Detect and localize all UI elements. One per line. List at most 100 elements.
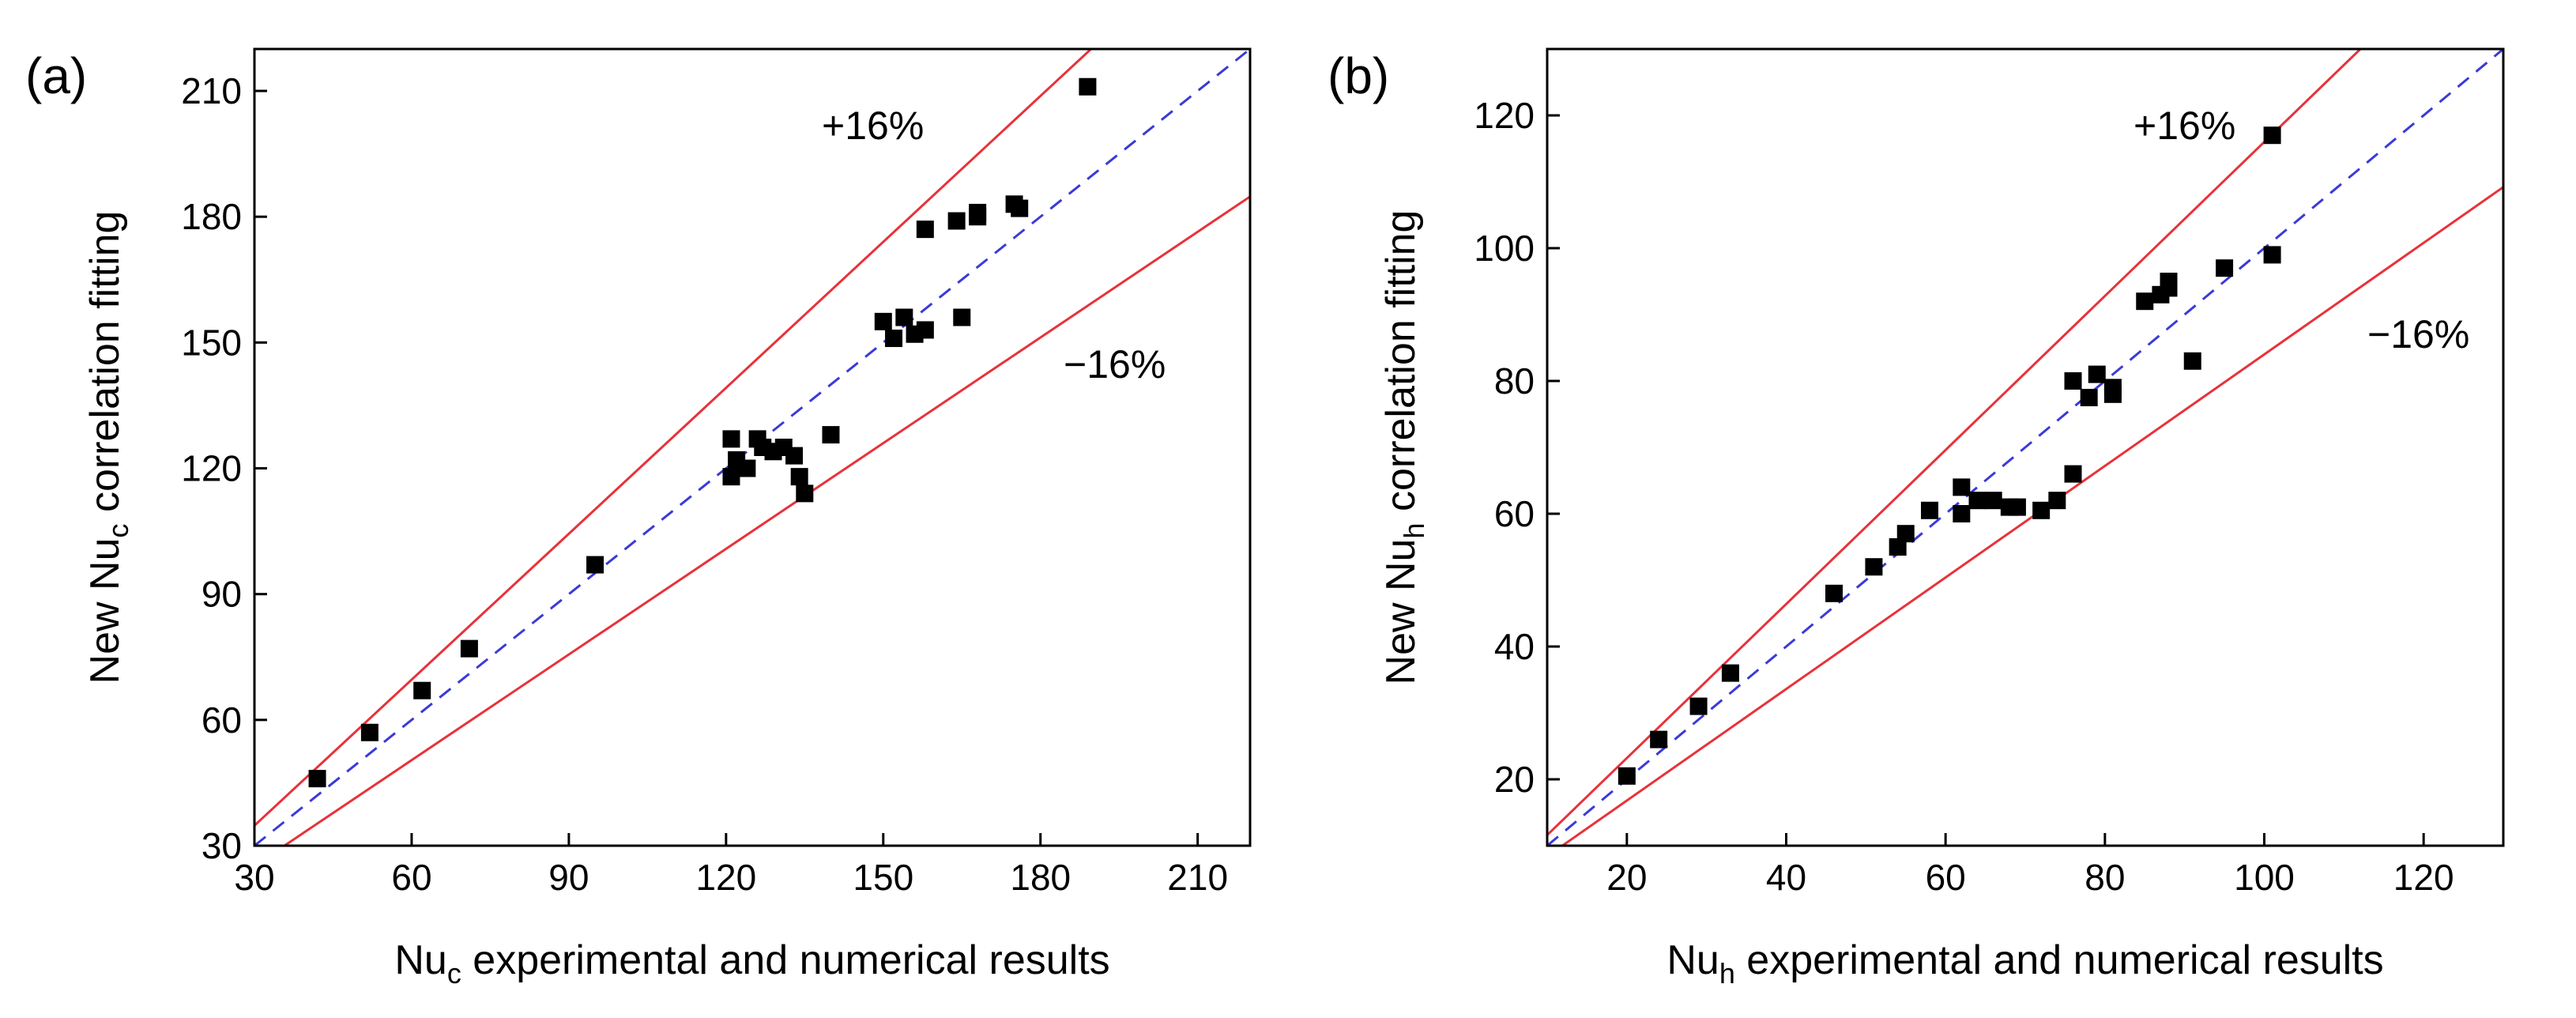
panel-a-y-axis: 30 60 90 120 150 180 210	[181, 70, 267, 866]
panel-b-data-point-17	[2064, 465, 2082, 483]
panel-b-y-axis: 20 40 60 80 100 120	[1474, 95, 1560, 800]
panel-a-data-point-17	[874, 312, 892, 330]
panel-b-x-tick-label-2: 60	[1926, 857, 1966, 898]
panel-b-y-tick-label-1: 40	[1494, 626, 1535, 667]
panel-b-plot-frame	[1546, 47, 2505, 847]
panel-a-data-point-22	[916, 221, 934, 239]
panel-b-data-points	[1618, 126, 2281, 785]
panel-a-x-tick-label-0: 30	[234, 857, 274, 898]
panel-b-x-axis-title: Nuh experimental and numerical results	[1666, 937, 2383, 990]
panel-b-data-point-1	[1650, 730, 1668, 748]
panel-b-x-tick-label-4: 100	[2234, 857, 2295, 898]
panel-b-data-point-3	[1721, 664, 1739, 682]
panel-b-data-point-18	[2064, 372, 2082, 390]
panel-b-data-point-7	[1896, 525, 1915, 543]
panel-b-data-point-15	[2032, 501, 2051, 519]
panel-b-label: (b)	[1328, 47, 1389, 104]
panel-a-lower-bound-label: −16%	[1064, 342, 1166, 386]
panel-b-x-tick-label-3: 80	[2085, 857, 2125, 898]
panel-b-data-point-11	[1968, 492, 1987, 510]
panel-b-x-tick-label-0: 20	[1606, 857, 1647, 898]
panel-a-data-point-6	[722, 430, 740, 448]
panel-b-x-tick-label-5: 120	[2393, 857, 2454, 898]
panel-a-data-point-4	[586, 556, 604, 574]
panel-a-data-points	[308, 77, 1097, 788]
panel-a-y-tick-label-6: 210	[181, 70, 242, 111]
panel-b-data-point-0	[1618, 767, 1636, 785]
panel-a-data-point-5	[722, 468, 740, 486]
panel-a-data-point-19	[895, 308, 913, 326]
panel-b-y-tick-label-0: 20	[1494, 759, 1535, 800]
panel-a-data-point-2	[413, 681, 431, 699]
panel-a-label: (a)	[25, 47, 87, 104]
panel-b-y-tick-label-5: 120	[1474, 95, 1535, 136]
panel-a-data-point-1	[360, 723, 378, 741]
panel-a-data-point-14	[790, 468, 808, 486]
panel-b-data-point-5	[1865, 558, 1883, 576]
panel-a-y-tick-label-5: 180	[181, 196, 242, 237]
panel-a-data-point-18	[885, 330, 903, 348]
panel-b-x-axis: 20 40 60 80 100 120	[1606, 833, 2454, 898]
panel-b-lower-bound-line	[1560, 186, 2503, 846]
panel-b-chart: (b) 20 40 60 80 100 120 20 40 60 80 100 120 +16% −…	[1328, 47, 2505, 990]
panel-b-y-tick-label-4: 100	[1474, 228, 1535, 269]
panel-b-data-point-29	[2263, 126, 2281, 145]
panel-a-upper-bound-label: +16%	[822, 104, 924, 148]
panel-a-data-point-8	[738, 459, 756, 477]
panel-a-y-tick-label-0: 30	[201, 825, 242, 866]
panel-b-x-tick-label-1: 40	[1766, 857, 1806, 898]
panel-a-x-axis: 30 60 90 120 150 180 210	[234, 833, 1228, 898]
panel-a-x-tick-label-1: 60	[391, 857, 431, 898]
panel-b-data-point-8	[1921, 501, 1938, 519]
panel-b-data-point-22	[2103, 385, 2122, 403]
panel-a-x-axis-title: Nuc experimental and numerical results	[394, 937, 1109, 990]
panel-a-data-point-26	[969, 208, 987, 226]
panel-b-data-point-4	[1825, 584, 1843, 602]
panel-b-data-point-16	[2048, 492, 2066, 510]
panel-a-data-point-0	[308, 770, 326, 788]
panel-b-data-point-9	[1953, 478, 1971, 496]
panel-b-data-point-30	[2263, 246, 2281, 264]
panel-a-data-point-21	[916, 321, 934, 339]
panel-b-parity-line	[1547, 49, 2503, 846]
panel-a-plot-frame	[253, 47, 1252, 847]
panel-b-data-point-23	[2136, 292, 2154, 311]
panel-b-data-point-12	[1984, 492, 2002, 510]
panel-b-upper-bound-label: +16%	[2133, 104, 2235, 148]
panel-a-data-point-13	[785, 447, 804, 465]
panel-a-y-tick-label-4: 150	[181, 322, 242, 363]
panel-a-data-point-23	[947, 212, 966, 230]
panel-a-data-point-24	[953, 308, 971, 326]
panel-b-data-point-14	[2008, 498, 2026, 516]
panel-a-x-tick-label-3: 120	[695, 857, 756, 898]
panel-a-data-point-28	[1011, 199, 1029, 217]
panel-b-data-point-26	[2160, 273, 2178, 290]
panel-b-data-point-19	[2080, 389, 2098, 406]
panel-b-data-point-20	[2088, 365, 2106, 383]
panel-a-data-point-29	[1079, 77, 1097, 96]
panel-b-y-axis-title: New Nuh correlation fitting	[1378, 210, 1430, 685]
panel-a-data-point-15	[796, 484, 814, 503]
panel-a-x-tick-label-6: 210	[1167, 857, 1228, 898]
panel-b-data-point-10	[1953, 505, 1971, 522]
panel-b-y-tick-label-2: 60	[1494, 493, 1535, 534]
panel-a-data-point-16	[822, 426, 840, 444]
panel-b-data-point-27	[2183, 352, 2201, 370]
panel-b-data-point-28	[2216, 259, 2234, 277]
panel-a-upper-bound-line	[254, 49, 1093, 827]
panel-a-y-tick-label-1: 60	[201, 699, 242, 741]
panel-a-x-tick-label-2: 90	[548, 857, 589, 898]
panel-a-y-tick-label-2: 90	[201, 574, 242, 615]
panel-a-data-point-3	[460, 639, 478, 658]
panel-a-chart: (a) 30 60 90 120 150 180 210 30 60 90 120 150 180 21…	[25, 47, 1252, 990]
panel-a-y-tick-label-3: 120	[181, 448, 242, 489]
panel-b-lower-bound-label: −16%	[2367, 312, 2469, 356]
panel-b-y-tick-label-3: 80	[1494, 360, 1535, 402]
panel-b-data-point-2	[1689, 697, 1708, 715]
panel-a-y-axis-title: New Nuc correlation fitting	[82, 211, 134, 684]
panel-b-data-point-6	[1889, 538, 1907, 556]
panel-a-x-tick-label-4: 150	[853, 857, 913, 898]
panel-b-upper-bound-line	[1547, 49, 2363, 836]
panel-a-lower-bound-line	[282, 195, 1250, 846]
